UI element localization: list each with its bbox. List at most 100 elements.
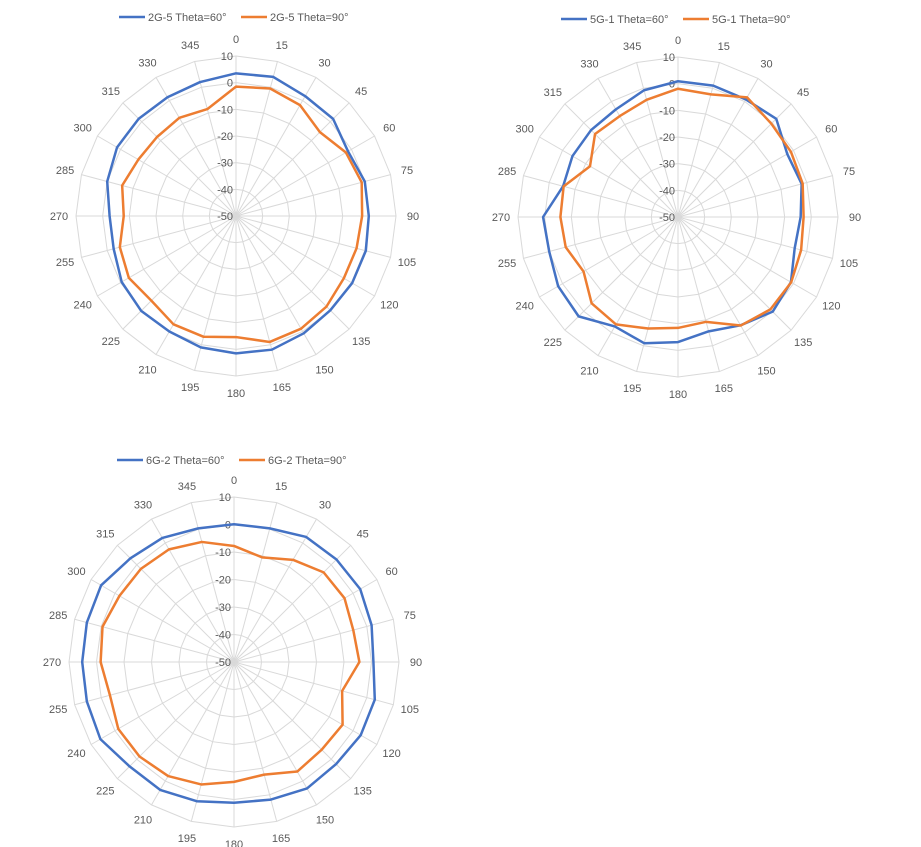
angle-label: 135 bbox=[352, 336, 370, 348]
angle-label: 0 bbox=[233, 34, 239, 46]
angle-label: 0 bbox=[231, 475, 237, 487]
grid-spoke bbox=[233, 661, 394, 706]
angle-label: 210 bbox=[134, 815, 152, 827]
grid-spoke bbox=[564, 216, 679, 331]
grid-spoke bbox=[81, 215, 237, 258]
grid-spoke bbox=[677, 216, 720, 372]
radial-tick-label: -10 bbox=[659, 105, 675, 117]
radar-chart-3: 0 15 30 45 60 75 90 105 120 135 150 165 180 195 210 225… bbox=[43, 455, 422, 847]
grid-spoke bbox=[233, 579, 378, 663]
grid-spoke bbox=[116, 661, 235, 780]
angle-label: 45 bbox=[355, 86, 367, 98]
angle-label: 0 bbox=[675, 35, 681, 47]
radial-tick-label: -30 bbox=[217, 158, 233, 170]
angle-label: 180 bbox=[225, 839, 243, 847]
legend-label: 6G-2 Theta=60° bbox=[146, 455, 225, 467]
grid-spoke bbox=[235, 215, 278, 371]
angle-label: 45 bbox=[357, 528, 369, 540]
radial-tick-label: 0 bbox=[669, 79, 675, 91]
grid-spoke bbox=[122, 102, 237, 217]
angle-label: 300 bbox=[67, 566, 85, 578]
angle-label: 30 bbox=[319, 499, 331, 511]
legend: 6G-2 Theta=60° 6G-2 Theta=90° bbox=[117, 455, 347, 467]
grid-spoke bbox=[233, 618, 394, 663]
grid-spoke bbox=[194, 61, 237, 217]
angle-label: 315 bbox=[102, 86, 120, 98]
grid-spoke bbox=[539, 216, 679, 298]
angle-label: 315 bbox=[544, 87, 562, 99]
legend: 5G-1 Theta=60° 5G-1 Theta=90° bbox=[561, 14, 791, 26]
grid-spoke bbox=[116, 544, 235, 663]
legend-label: 5G-1 Theta=90° bbox=[712, 14, 791, 26]
grid-spoke bbox=[677, 175, 833, 218]
grid-spoke bbox=[74, 618, 235, 663]
grid-spoke bbox=[235, 215, 317, 355]
angle-label: 90 bbox=[849, 212, 861, 224]
grid-spoke bbox=[235, 215, 350, 330]
angle-label: 165 bbox=[273, 382, 291, 394]
grid-spoke bbox=[155, 77, 237, 217]
grid-spoke bbox=[235, 61, 278, 217]
grid-spoke bbox=[233, 661, 352, 780]
angle-label: 270 bbox=[50, 211, 68, 223]
angle-label: 225 bbox=[96, 786, 114, 798]
grid-spoke bbox=[235, 135, 375, 217]
legend-item: 2G-5 Theta=90° bbox=[241, 12, 349, 24]
legend-label: 2G-5 Theta=60° bbox=[148, 12, 227, 24]
angle-label: 75 bbox=[401, 165, 413, 177]
angle-label: 30 bbox=[760, 59, 772, 71]
angle-label: 285 bbox=[56, 165, 74, 177]
angle-label: 330 bbox=[580, 59, 598, 71]
grid-spoke bbox=[636, 216, 679, 372]
angle-label: 225 bbox=[102, 336, 120, 348]
angle-label: 60 bbox=[385, 566, 397, 578]
angle-label: 255 bbox=[498, 258, 516, 270]
radial-tick-label: -20 bbox=[659, 132, 675, 144]
grid-spoke bbox=[90, 579, 235, 663]
grid-spoke bbox=[235, 77, 317, 217]
radial-tick-label: -20 bbox=[215, 575, 231, 587]
angle-label: 135 bbox=[354, 786, 372, 798]
radar-chart-2: 0 15 30 45 60 75 90 105 120 135 150 165 180 195 210 225… bbox=[492, 14, 861, 401]
radar-chart-1: 0 15 30 45 60 75 90 105 120 135 150 165 180 195 210 225… bbox=[50, 12, 419, 400]
grid-spoke bbox=[90, 661, 235, 745]
grid-spoke bbox=[122, 215, 237, 330]
angle-label: 75 bbox=[843, 166, 855, 178]
legend-item: 6G-2 Theta=90° bbox=[239, 455, 347, 467]
angle-label: 210 bbox=[138, 364, 156, 376]
angle-label: 330 bbox=[138, 58, 156, 70]
angle-label: 180 bbox=[227, 388, 245, 400]
grid-spoke bbox=[677, 62, 720, 218]
grid-spoke bbox=[81, 174, 237, 217]
angle-label: 105 bbox=[401, 704, 419, 716]
grid-spoke bbox=[677, 216, 833, 259]
legend-item: 6G-2 Theta=60° bbox=[117, 455, 225, 467]
legend-item: 5G-1 Theta=90° bbox=[683, 14, 791, 26]
grid-spoke bbox=[677, 103, 792, 218]
legend-item: 2G-5 Theta=60° bbox=[119, 12, 227, 24]
grid-spoke bbox=[677, 216, 817, 298]
angle-label: 150 bbox=[757, 365, 775, 377]
angle-label: 210 bbox=[580, 365, 598, 377]
legend-item: 5G-1 Theta=60° bbox=[561, 14, 669, 26]
grid-spoke bbox=[233, 518, 317, 663]
grid-spoke bbox=[190, 661, 235, 822]
grid-spoke bbox=[151, 661, 235, 806]
angle-label: 15 bbox=[718, 41, 730, 53]
angle-label: 270 bbox=[492, 212, 510, 224]
angle-label: 225 bbox=[544, 337, 562, 349]
grid-spoke bbox=[523, 175, 679, 218]
angle-label: 300 bbox=[516, 124, 534, 136]
angle-label: 285 bbox=[498, 166, 516, 178]
angle-label: 120 bbox=[380, 300, 398, 312]
legend: 2G-5 Theta=60° 2G-5 Theta=90° bbox=[119, 12, 349, 24]
radial-tick-label: -20 bbox=[217, 131, 233, 143]
radial-tick-label: 10 bbox=[663, 52, 675, 64]
grid-spoke bbox=[97, 215, 237, 297]
angle-label: 315 bbox=[96, 528, 114, 540]
angle-label: 240 bbox=[74, 300, 92, 312]
angle-label: 330 bbox=[134, 499, 152, 511]
grid-spoke bbox=[539, 136, 679, 218]
radial-tick-label: -50 bbox=[217, 211, 233, 223]
angle-label: 240 bbox=[516, 301, 534, 313]
